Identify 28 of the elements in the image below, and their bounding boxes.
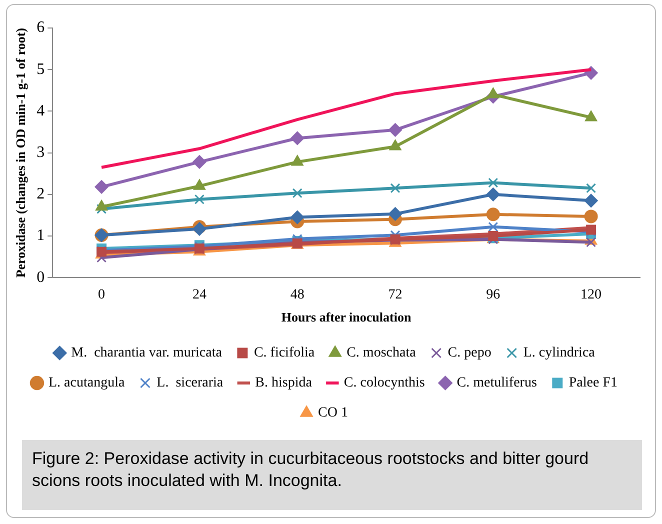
legend-label: C. moschata [346,346,417,361]
y-tick-label: 0 [36,268,45,286]
legend-label: C. colocynthis [344,376,425,391]
x-tick-label: 120 [580,288,602,303]
legend-label: Palee F1 [568,376,618,391]
y-tick-label: 6 [36,19,45,36]
legend-label: L. cylindrica [523,346,596,361]
y-tick-label: 2 [36,186,45,203]
y-axis-title: Peroxidase (changes in OD min-1 g-1 of root) [13,28,28,278]
legend-label: CO 1 [318,406,348,421]
x-tick-label: 24 [192,288,206,303]
x-axis-title: Hours after inoculation [281,310,412,325]
y-tick-label: 5 [36,60,45,78]
y-tick-label: 3 [36,144,45,162]
x-tick-label: 72 [388,288,402,303]
legend-label: B. hispida [255,376,313,391]
x-tick-label: 0 [98,288,106,303]
caption: Figure 2: Peroxidase activity in cucurbitaceous rootstocks and bitter gourd scions roots inoculated with M. Incognita. [22,440,642,510]
legend-label: L. acutangula [48,376,126,391]
legend-label: C. ficifolia [254,346,316,361]
y-tick-label: 4 [36,102,45,120]
x-tick-label: 48 [290,288,304,303]
legend-label: C. pepo [448,346,492,361]
legend-label: M. charantia var. muricata [71,346,223,361]
y-tick-label: 1 [36,227,45,244]
x-tick-label: 96 [486,288,500,303]
legend-label: C. metuliferus [456,376,537,391]
legend-label: L. siceraria [156,376,224,391]
